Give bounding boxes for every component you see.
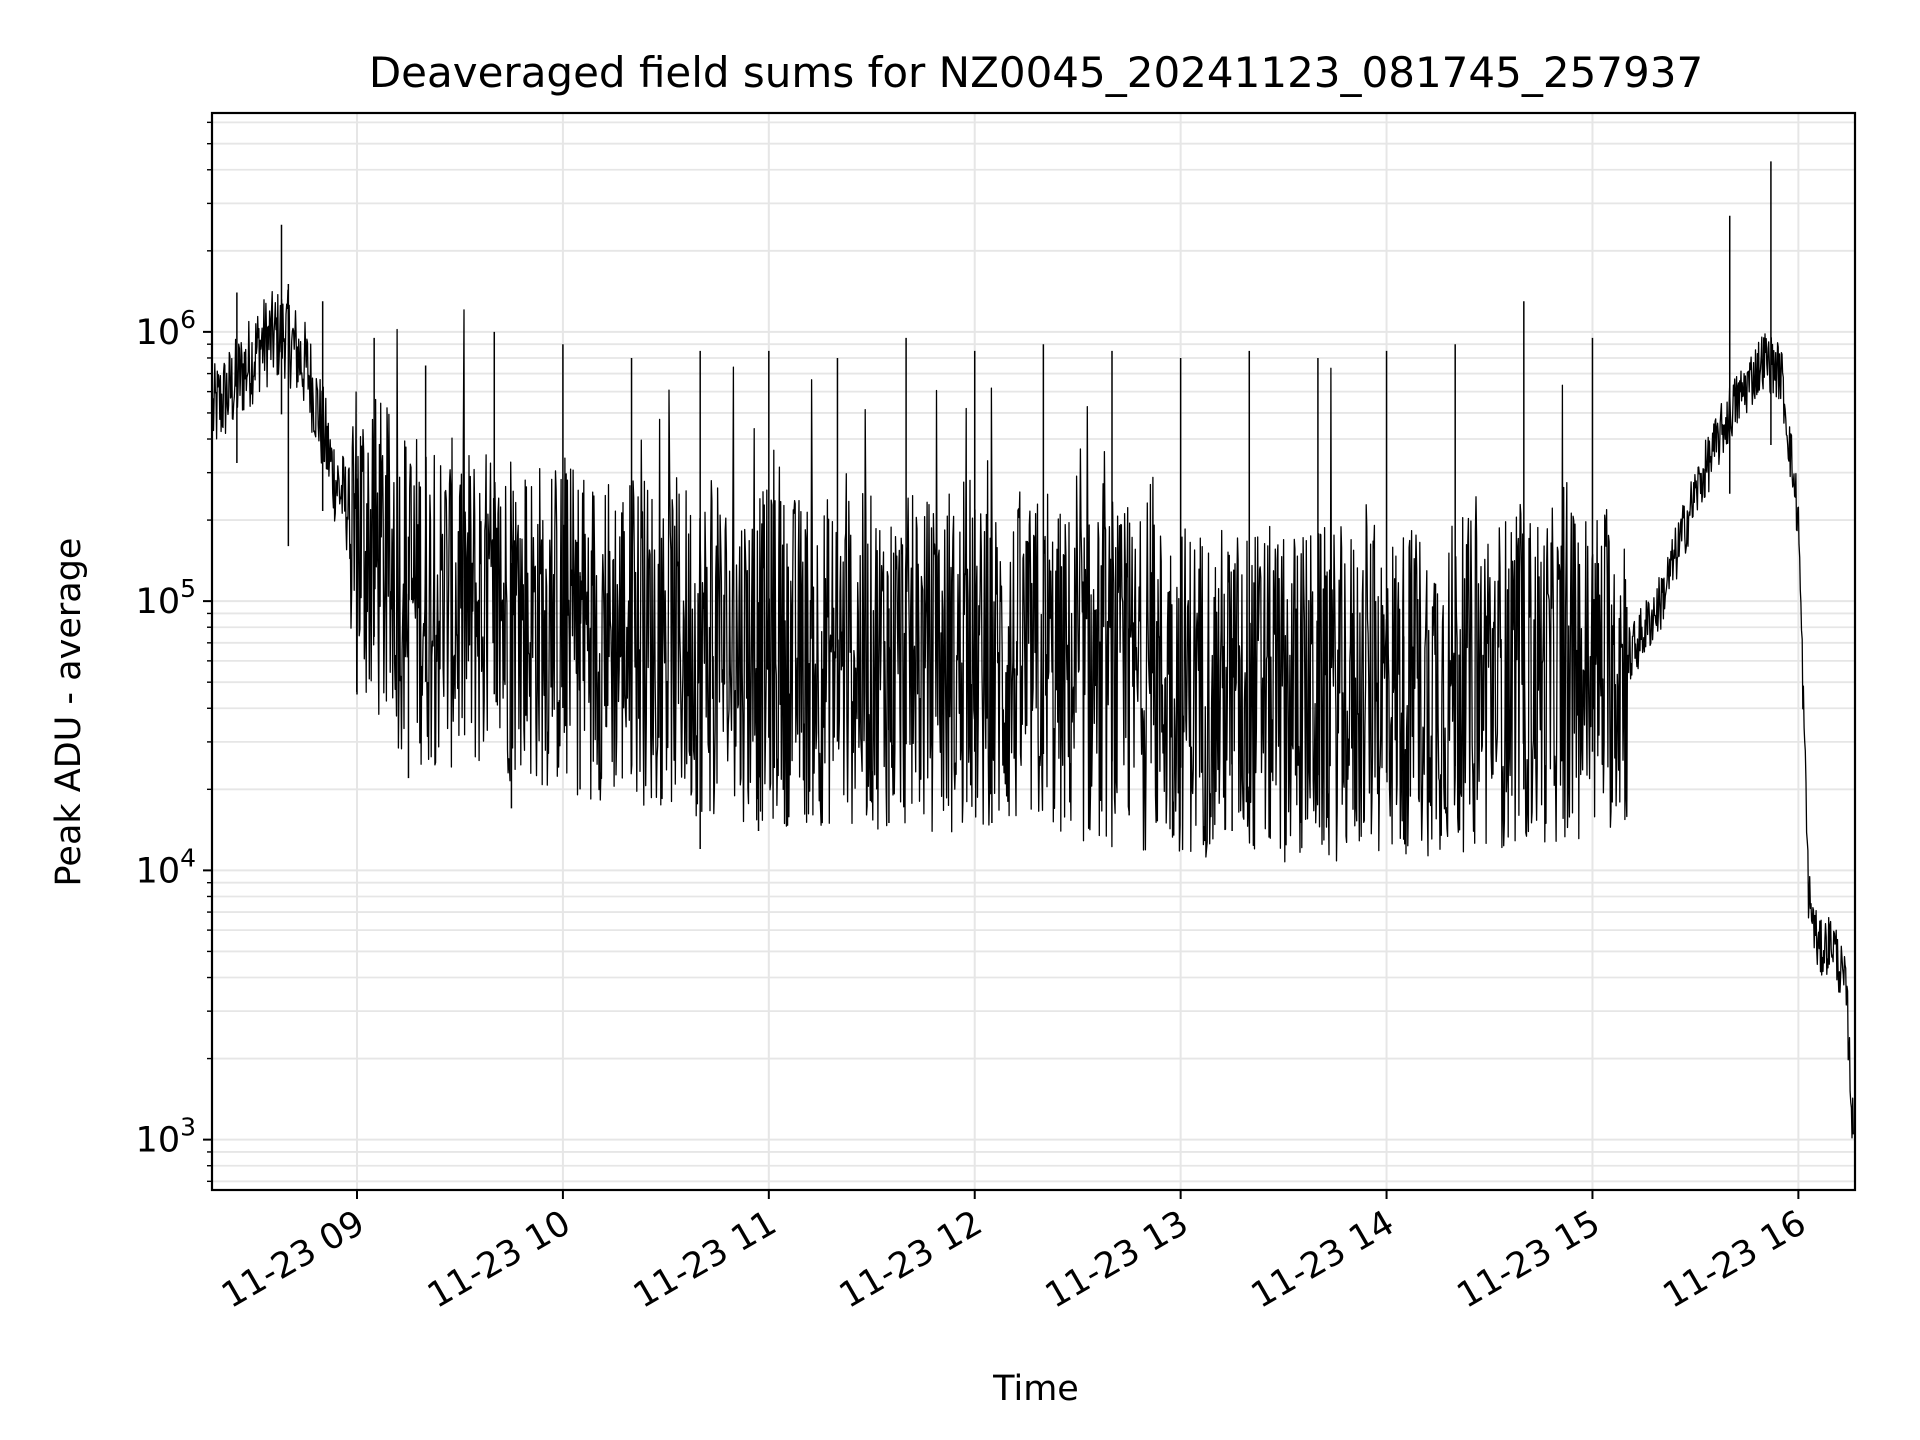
y-axis: 103 104 105 106 — [136, 121, 212, 1183]
y-tick-label: 103 — [136, 1113, 196, 1161]
series-line — [212, 289, 1854, 1139]
plot-area — [210, 111, 1857, 1192]
series-group — [212, 161, 1854, 1139]
y-tick-label: 105 — [136, 574, 196, 622]
y-tick-label: 106 — [136, 305, 196, 353]
plot-frame — [210, 111, 1857, 1192]
y-axis-label: Peak ADU - average — [49, 538, 89, 887]
y-tick-label: 104 — [136, 843, 196, 891]
chart-title: Deaveraged field sums for NZ0045_2024112… — [369, 48, 1703, 97]
major-gridlines — [212, 113, 1855, 1190]
x-axis-label: Time — [992, 1369, 1079, 1409]
